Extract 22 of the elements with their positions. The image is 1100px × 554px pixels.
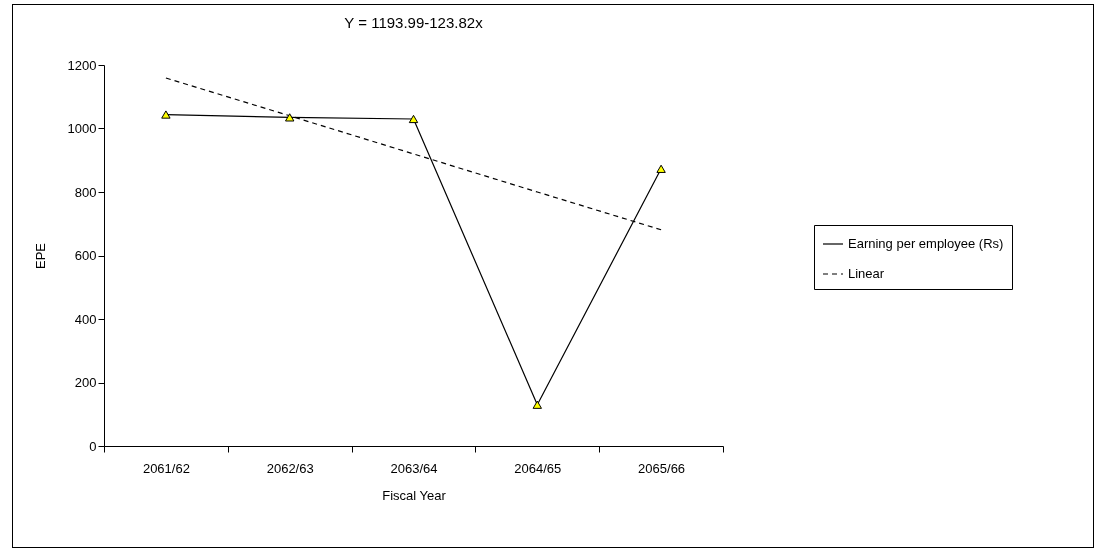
y-axis-title: EPE — [32, 242, 48, 270]
y-tick-label: 1200 — [67, 57, 97, 73]
y-tick-label: 1000 — [67, 121, 97, 136]
point — [285, 113, 295, 122]
chart-title: Y = 1193.99-123.82x — [344, 14, 484, 31]
point — [408, 114, 419, 124]
legend-label: Linear — [848, 266, 885, 281]
y-tick-label: 400 — [74, 311, 97, 327]
y-tick-label: 600 — [74, 248, 97, 263]
x-tick-label: 2064/65 — [514, 460, 562, 476]
x-tick-label: 2063/64 — [390, 460, 438, 476]
y-tick-label: 200 — [74, 375, 97, 390]
x-tick-label: 2061/62 — [142, 460, 190, 476]
point — [161, 110, 171, 119]
x-axis-title: Fiscal Year — [382, 487, 447, 503]
x-tick-label: 2065/66 — [638, 460, 686, 476]
y-tick-label: 0 — [89, 438, 97, 454]
point — [532, 400, 542, 409]
legend-label: Earning per employee (Rs) — [848, 236, 1004, 251]
point — [656, 164, 666, 173]
y-tick-label: 800 — [74, 184, 97, 200]
x-tick-label: 2062/63 — [266, 460, 314, 476]
